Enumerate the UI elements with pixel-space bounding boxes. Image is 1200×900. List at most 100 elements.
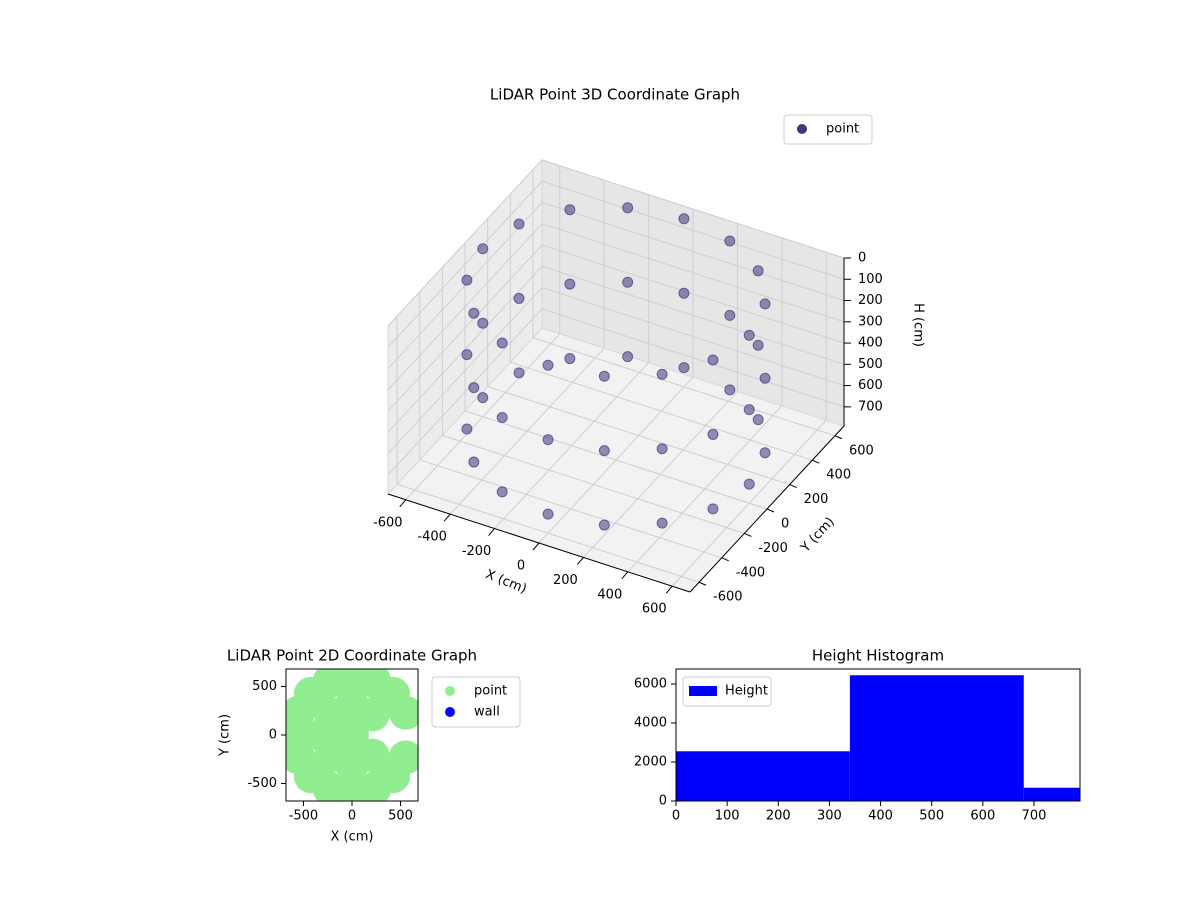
grid-line (419, 459, 722, 559)
point (622, 276, 634, 288)
point (598, 370, 610, 382)
x-tick-label: 400 (868, 809, 893, 824)
chart-title: LiDAR Point 2D Coordinate Graph (227, 647, 477, 665)
point (542, 434, 554, 446)
y-tick-label: 0 (659, 794, 667, 809)
point (496, 486, 508, 498)
x-tick (665, 585, 673, 594)
point (542, 508, 554, 520)
grid-line (387, 202, 543, 369)
x-tick-label: -600 (373, 515, 403, 530)
point (564, 353, 576, 365)
point (743, 329, 755, 341)
y-tick-label: -500 (247, 776, 277, 791)
bar (676, 751, 850, 801)
y-tick-label: -200 (758, 541, 788, 556)
x-tick-label: 100 (715, 809, 740, 824)
x-tick-label: 600 (970, 809, 995, 824)
point (752, 265, 764, 277)
grid-line (387, 287, 543, 454)
grid-line (532, 337, 836, 437)
point (678, 362, 690, 374)
z-tick-label: 300 (858, 314, 883, 329)
x-tick-label: 300 (817, 809, 842, 824)
grid-line (541, 223, 845, 323)
legend-marker (797, 124, 807, 134)
y-tick (834, 435, 843, 440)
x-tick (443, 513, 451, 522)
point (468, 382, 480, 394)
plot-area (286, 669, 418, 801)
y-tick-label: -600 (713, 590, 743, 605)
x-tick (621, 571, 629, 580)
point (513, 218, 525, 230)
x-tick (577, 557, 584, 565)
y-axis-line (689, 425, 845, 593)
point (707, 503, 719, 515)
z-tick-label: 500 (858, 357, 883, 372)
point (724, 235, 736, 247)
x-tick-label: 0 (517, 559, 525, 574)
x-tick (532, 542, 540, 551)
point (759, 447, 771, 459)
point (477, 392, 489, 404)
x-tick-label: 400 (597, 587, 622, 602)
x-tick-label: -500 (289, 809, 319, 824)
grid-line (541, 308, 845, 408)
grid-line (387, 223, 543, 391)
point (513, 292, 525, 304)
point (707, 354, 719, 366)
point (759, 372, 771, 384)
y-tick-label: 4000 (634, 716, 667, 731)
point (598, 445, 610, 457)
point (496, 411, 508, 423)
point (743, 478, 755, 490)
point (461, 423, 473, 435)
x-tick-label: 600 (642, 602, 667, 617)
point (598, 519, 610, 531)
plot-frame (675, 668, 1081, 802)
point (477, 317, 489, 329)
y-tick (766, 508, 775, 513)
grid-line (387, 244, 543, 412)
point (564, 278, 576, 290)
y-axis-label: Y (cm) (798, 515, 838, 557)
y-tick-label: 0 (781, 517, 789, 532)
y-tick (721, 557, 729, 562)
grid-line (541, 202, 845, 302)
legend-label: Height (725, 684, 768, 699)
grid-line (442, 434, 745, 534)
z-tick-label: 0 (858, 251, 866, 266)
point (622, 202, 634, 214)
legend-label: point (474, 684, 507, 699)
x-tick (488, 528, 495, 536)
y-tick-label: 200 (804, 492, 829, 507)
grid-line (387, 180, 543, 348)
y-tick-label: 0 (269, 728, 277, 743)
chart-title: Height Histogram (812, 647, 944, 665)
point (707, 428, 719, 440)
x-tick-label: -400 (417, 530, 447, 545)
y-tick (744, 532, 752, 537)
z-axis-label: H (cm) (911, 303, 926, 347)
grid-line (510, 361, 813, 461)
point (724, 309, 736, 321)
z-tick-label: 100 (858, 272, 883, 287)
point (542, 359, 554, 371)
y-tick (789, 484, 797, 489)
x-tick-label: 200 (766, 809, 791, 824)
point (724, 384, 736, 396)
point (759, 298, 771, 310)
y-tick (812, 459, 820, 464)
legend-marker (445, 707, 455, 717)
legend-box (783, 114, 873, 145)
point (461, 349, 473, 361)
y-tick-label: 600 (849, 443, 874, 458)
point (468, 456, 480, 468)
point (752, 414, 764, 426)
grid-line (541, 180, 845, 280)
grid-line (396, 483, 700, 583)
point (743, 404, 755, 416)
y-tick-label: 6000 (634, 677, 667, 692)
point (656, 368, 668, 380)
